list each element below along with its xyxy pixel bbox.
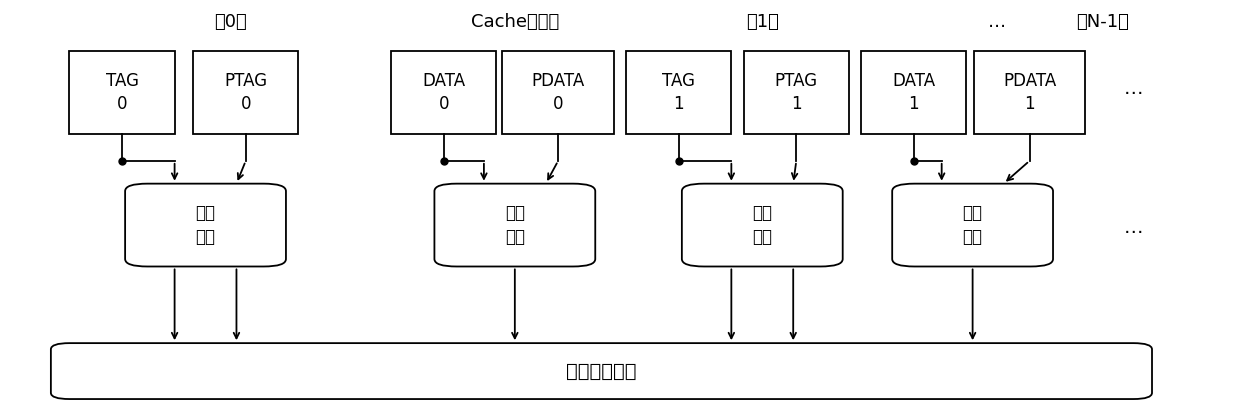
Text: …: … xyxy=(1123,218,1143,236)
Text: 第1路: 第1路 xyxy=(745,13,779,31)
Text: PDATA
0: PDATA 0 xyxy=(532,72,585,113)
Text: 命中判断逻辑: 命中判断逻辑 xyxy=(567,362,636,381)
Text: PTAG
0: PTAG 0 xyxy=(224,72,268,113)
FancyBboxPatch shape xyxy=(51,343,1152,399)
FancyBboxPatch shape xyxy=(125,183,286,266)
Bar xyxy=(502,51,614,134)
Bar xyxy=(862,51,966,134)
Text: 校验
逻辑: 校验 逻辑 xyxy=(962,204,982,246)
FancyBboxPatch shape xyxy=(434,183,595,266)
Text: …: … xyxy=(1123,79,1143,98)
Text: 第0路: 第0路 xyxy=(213,13,247,31)
Text: PDATA
1: PDATA 1 xyxy=(1003,72,1056,113)
Text: 校验
逻辑: 校验 逻辑 xyxy=(505,204,525,246)
Text: …: … xyxy=(988,13,1007,31)
Bar xyxy=(626,51,732,134)
Bar xyxy=(69,51,175,134)
FancyBboxPatch shape xyxy=(682,183,843,266)
Text: PTAG
1: PTAG 1 xyxy=(775,72,818,113)
Bar xyxy=(973,51,1085,134)
Bar xyxy=(744,51,849,134)
FancyBboxPatch shape xyxy=(893,183,1053,266)
Text: 第N-1路: 第N-1路 xyxy=(1076,13,1128,31)
Text: 校验
逻辑: 校验 逻辑 xyxy=(196,204,216,246)
Bar xyxy=(391,51,496,134)
Text: Cache存储器: Cache存储器 xyxy=(471,13,559,31)
Text: DATA
0: DATA 0 xyxy=(422,72,465,113)
Text: 校验
逻辑: 校验 逻辑 xyxy=(753,204,773,246)
Text: TAG
0: TAG 0 xyxy=(105,72,139,113)
Bar xyxy=(193,51,299,134)
Text: DATA
1: DATA 1 xyxy=(893,72,935,113)
Text: TAG
1: TAG 1 xyxy=(662,72,696,113)
